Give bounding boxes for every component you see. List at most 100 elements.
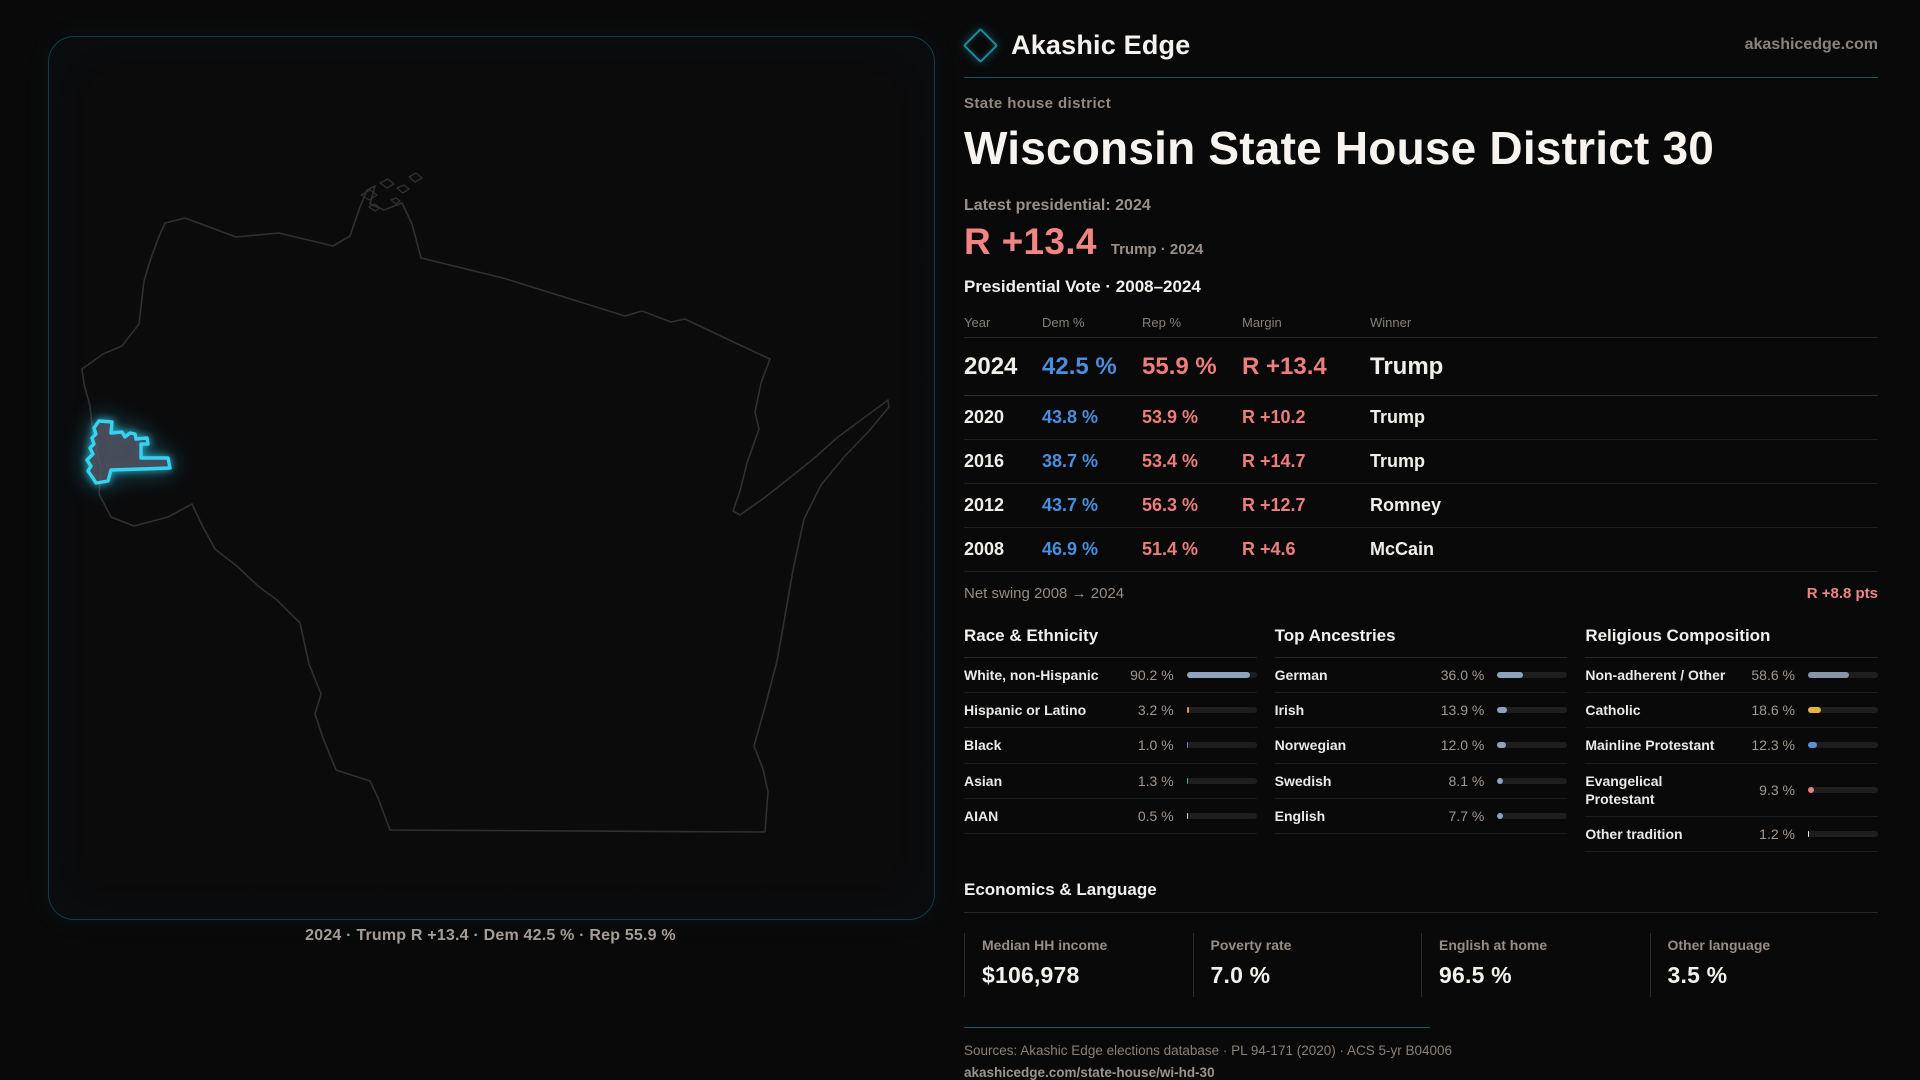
demo-row: Non-adherent / Other 58.6 % <box>1585 658 1878 694</box>
section-rows: White, non-Hispanic 90.2 % Hispanic or Lat… <box>964 658 1257 834</box>
demo-row: English 7.7 % <box>1274 799 1568 834</box>
demo-value: 9.3 % <box>1759 781 1795 798</box>
demographics-grid: Race & Ethnicity White, non-Hispanic 90.2… <box>964 626 1878 853</box>
cell-dem: 43.8 % <box>1042 407 1099 427</box>
cell-year: 2012 <box>964 495 1005 515</box>
demo-bar-fill <box>1186 742 1188 749</box>
vote-table-body: 2024 42.5 % 55.9 % R +13.4 Trump 2020 43.8 % 53… <box>964 338 1878 572</box>
demo-label: Other tradition <box>1585 825 1683 842</box>
demo-label: English <box>1274 807 1326 824</box>
state-map-panel <box>48 36 935 920</box>
section-top-ancestries: Top Ancestries German 36.0 % Irish 13.9 % No… <box>1274 626 1568 852</box>
district-30-shape <box>85 419 172 485</box>
demo-value: 0.5 % <box>1137 807 1174 824</box>
demo-value: 36.0 % <box>1440 667 1485 684</box>
col-margin: Margin <box>1242 314 1282 330</box>
header-divider <box>964 77 1878 78</box>
latest-presidential-label: Latest presidential: 2024 <box>964 197 1151 214</box>
demo-bar-fill <box>1807 707 1821 714</box>
demo-row: German 36.0 % <box>1274 658 1568 694</box>
demo-bar-fill <box>1497 707 1508 714</box>
demo-row: Norwegian 12.0 % <box>1274 728 1568 764</box>
demo-row: Asian 1.3 % <box>964 764 1257 799</box>
vote-row-2016: 2016 38.7 % 53.4 % R +14.7 Trump <box>964 440 1878 484</box>
demo-label: Black <box>964 737 1002 754</box>
section-rows: Non-adherent / Other 58.6 % Catholic 18.6 %… <box>1585 658 1878 853</box>
stat-median-hh-income: Median HH income $106,978 <box>964 933 1193 998</box>
stat-label: Poverty rate <box>1210 937 1292 954</box>
demo-bar-fill <box>1186 777 1188 784</box>
page-title: Wisconsin State House District 30 <box>964 122 1715 174</box>
demo-bar-track <box>1807 786 1878 793</box>
col-winner: Winner <box>1370 314 1412 330</box>
brand-domain-link[interactable]: akashicedge.com <box>1744 36 1878 53</box>
demo-bar-fill <box>1497 812 1503 819</box>
demo-bar-fill <box>1186 707 1189 714</box>
cell-rep: 55.9 % <box>1142 352 1217 380</box>
cell-margin: R +4.6 <box>1242 539 1296 559</box>
demo-label: Mainline Protestant <box>1585 737 1715 754</box>
latest-margin-value: R +13.4 <box>964 221 1097 262</box>
cell-winner: Romney <box>1370 495 1442 515</box>
kicker: State house district <box>964 95 1112 112</box>
cell-winner: Trump <box>1370 352 1444 380</box>
section-title: Religious Composition <box>1585 626 1878 658</box>
cell-year: 2024 <box>964 352 1018 380</box>
permalink[interactable]: akashicedge.com/state-house/wi-hd-30 <box>964 1065 1215 1080</box>
demo-bar-fill <box>1497 672 1523 679</box>
diamond-logo-icon <box>962 27 999 63</box>
cell-dem: 42.5 % <box>1042 352 1117 380</box>
demo-label: Evangelical Protestant <box>1585 772 1663 807</box>
demo-label: Irish <box>1274 702 1305 719</box>
cell-rep: 53.9 % <box>1142 407 1199 427</box>
demo-bar-fill <box>1497 742 1506 749</box>
cell-rep: 53.4 % <box>1142 451 1199 471</box>
stat-value: $106,978 <box>982 962 1080 989</box>
section-title: Top Ancestries <box>1274 626 1568 658</box>
demo-label: Norwegian <box>1274 737 1347 754</box>
col-year: Year <box>964 314 991 330</box>
demo-label: Swedish <box>1274 772 1332 789</box>
net-swing-row: Net swing 2008 → 2024 R +8.8 pts <box>964 585 1878 602</box>
col-dem: Dem % <box>1042 314 1085 330</box>
vote-row-2020: 2020 43.8 % 53.9 % R +10.2 Trump <box>964 396 1878 440</box>
sources-line: Sources: Akashic Edge elections database… <box>964 1043 1453 1059</box>
district-report: Akashic Edge akashicedge.com State house… <box>962 24 1879 1080</box>
net-swing-value: R +8.8 pts <box>1806 585 1878 602</box>
cell-margin: R +12.7 <box>1242 495 1306 515</box>
stat-label: English at home <box>1439 937 1548 954</box>
demo-value: 18.6 % <box>1751 702 1795 719</box>
demo-bar-track <box>1497 742 1568 749</box>
demo-bar-fill <box>1186 672 1250 679</box>
stat-value: 3.5 % <box>1667 962 1728 989</box>
demo-row: Other tradition 1.2 % <box>1585 817 1878 853</box>
demo-bar-track <box>1186 742 1257 749</box>
cell-winner: Trump <box>1370 407 1426 427</box>
section-rows: German 36.0 % Irish 13.9 % Norwegian 12.0 % Sw… <box>1274 658 1568 834</box>
demo-bar-track <box>1497 812 1568 819</box>
vote-row-2008: 2008 46.9 % 51.4 % R +4.6 McCain <box>964 528 1878 572</box>
section-title: Race & Ethnicity <box>964 626 1257 658</box>
demo-label: Hispanic or Latino <box>964 702 1087 719</box>
state-outline <box>81 185 890 833</box>
section-religious-composition: Religious Composition Non-adherent / Oth… <box>1585 626 1878 853</box>
stat-label: Other language <box>1667 937 1771 954</box>
economics-stats: Median HH income $106,978 Poverty rate 7.0 … <box>964 933 1879 998</box>
demo-value: 1.0 % <box>1137 737 1174 754</box>
demo-bar-track <box>1497 672 1568 679</box>
demo-bar-fill <box>1186 812 1188 819</box>
cell-dem: 38.7 % <box>1042 451 1099 471</box>
stat-value: 96.5 % <box>1439 962 1512 989</box>
section-race-ethnicity: Race & Ethnicity White, non-Hispanic 90.2… <box>964 626 1257 852</box>
stat-poverty-rate: Poverty rate 7.0 % <box>1192 933 1422 998</box>
cell-year: 2016 <box>964 451 1005 471</box>
demo-label: Catholic <box>1585 702 1641 719</box>
cell-margin: R +13.4 <box>1242 352 1327 380</box>
wisconsin-map <box>81 172 890 833</box>
demo-bar-track <box>1807 672 1878 679</box>
cell-dem: 43.7 % <box>1042 495 1099 515</box>
demo-value: 90.2 % <box>1130 667 1174 684</box>
demo-row: Irish 13.9 % <box>1274 693 1568 729</box>
stat-other-language: Other language 3.5 % <box>1649 933 1879 998</box>
brand-name: Akashic Edge <box>1011 29 1191 60</box>
